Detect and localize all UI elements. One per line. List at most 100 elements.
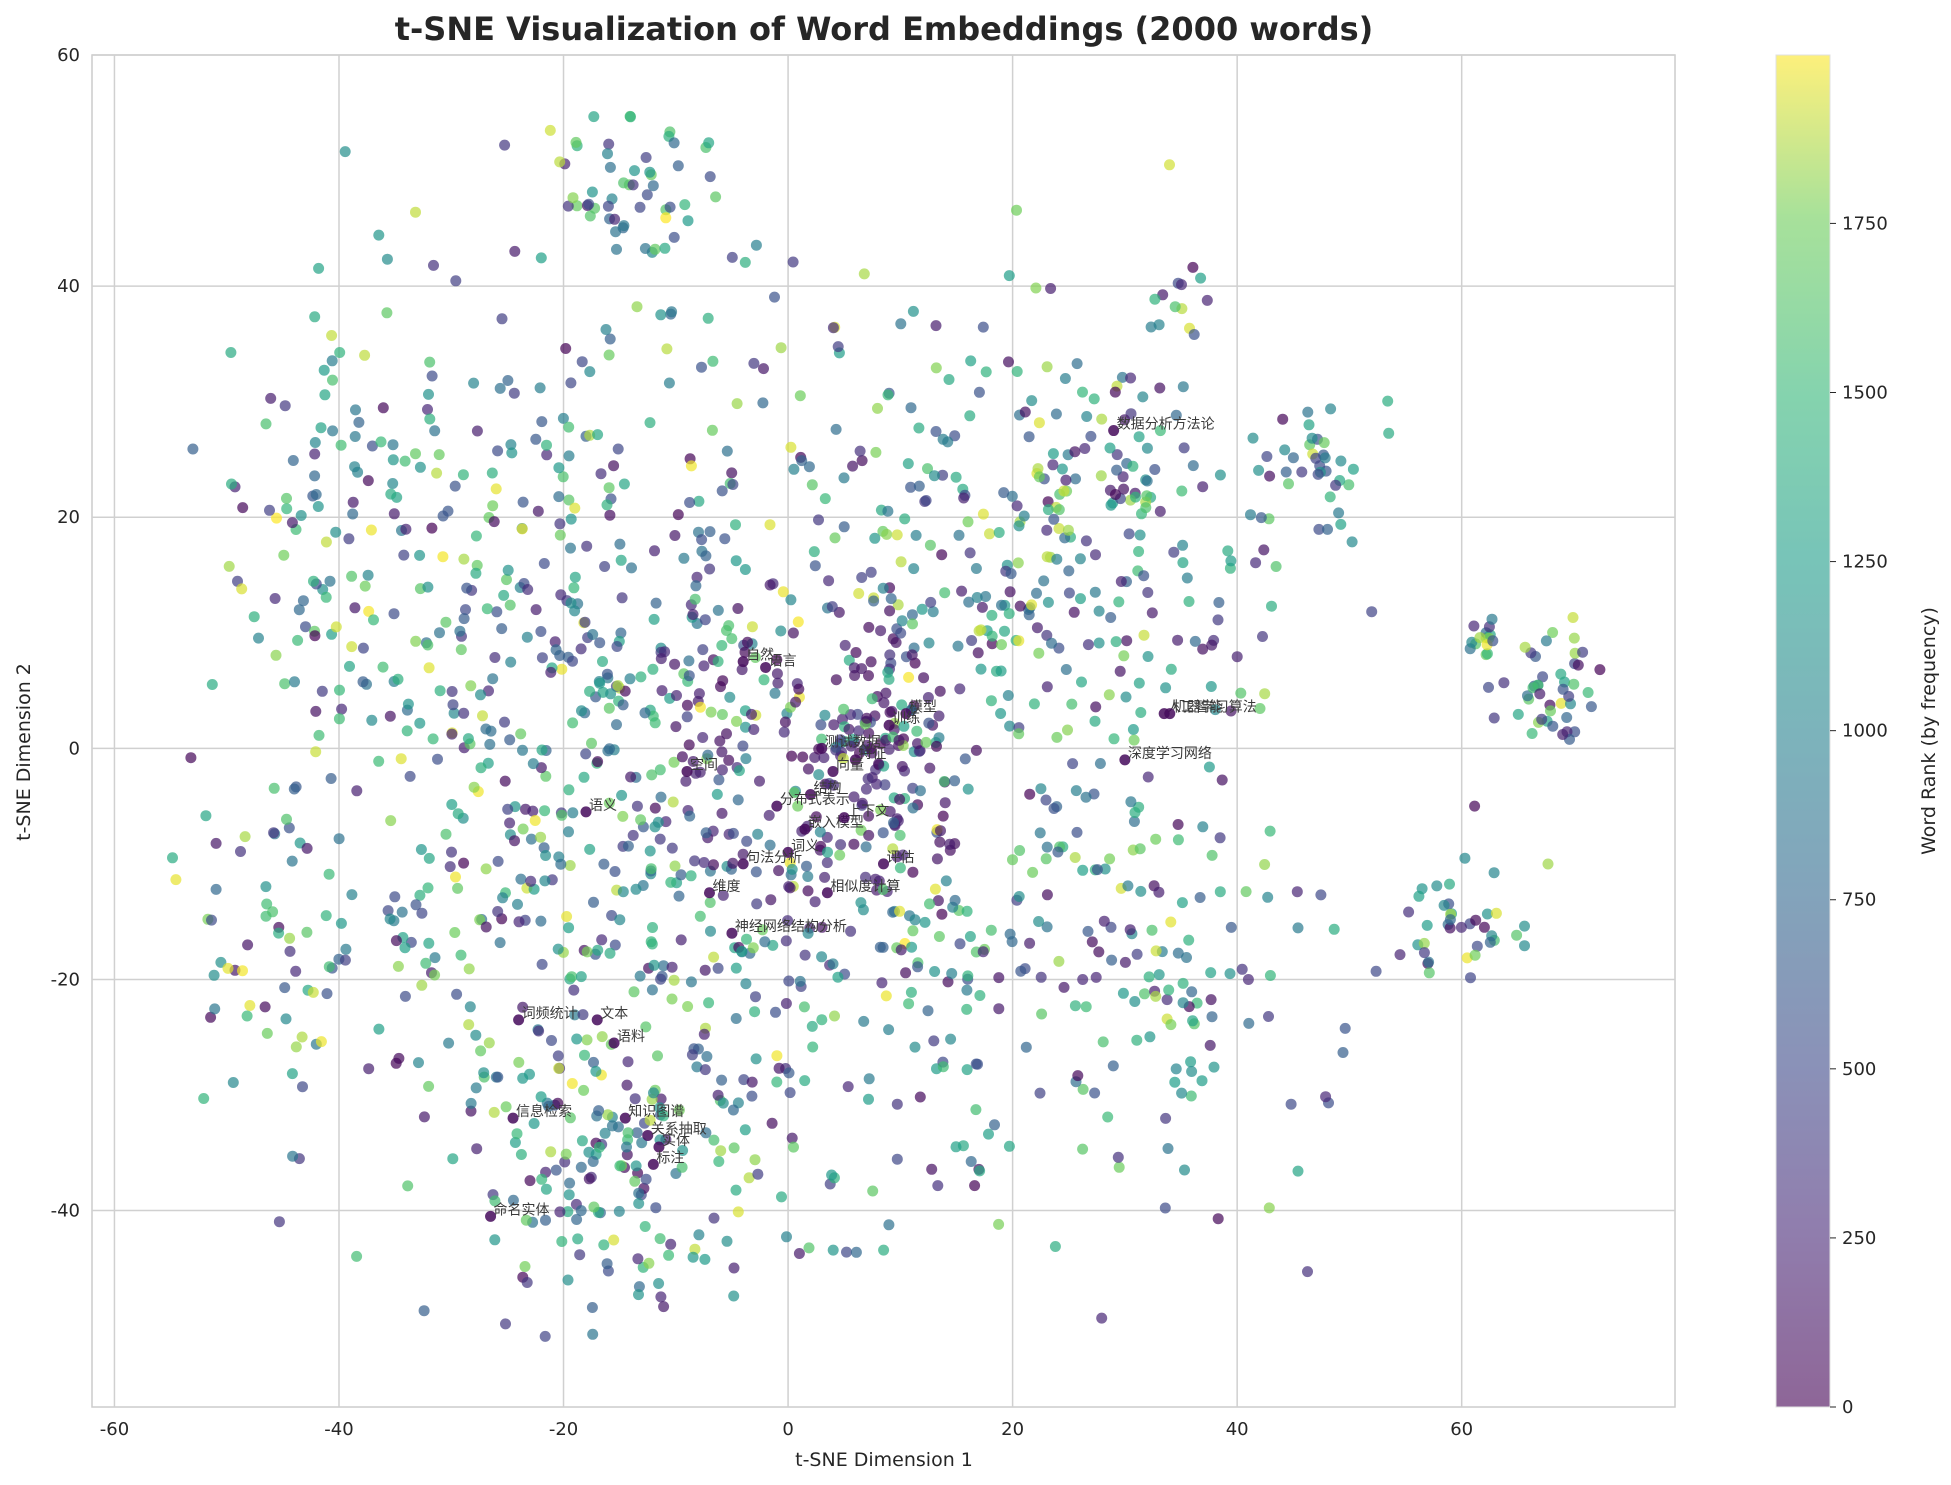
data-point — [1172, 634, 1184, 646]
data-point — [797, 751, 809, 763]
data-point — [847, 460, 859, 472]
data-point — [888, 817, 899, 829]
data-point — [980, 591, 992, 602]
grid — [91, 54, 1676, 1408]
data-point — [1040, 853, 1052, 865]
data-point — [1423, 967, 1435, 979]
data-point — [1444, 914, 1456, 926]
data-point — [261, 898, 273, 910]
data-point — [535, 626, 547, 637]
data-point — [984, 528, 995, 540]
data-point — [952, 640, 964, 652]
data-point — [1137, 391, 1149, 403]
data-point — [1014, 845, 1026, 856]
data-point — [796, 455, 808, 467]
data-point — [334, 684, 345, 696]
data-point — [1012, 557, 1024, 569]
data-point — [1225, 705, 1237, 717]
data-point — [736, 945, 748, 957]
data-point — [1170, 1063, 1182, 1075]
data-point — [949, 894, 961, 906]
data-point — [656, 685, 668, 697]
data-point — [877, 884, 889, 896]
data-point — [563, 1189, 575, 1201]
data-point — [1172, 947, 1184, 959]
data-point — [786, 1132, 798, 1144]
data-point — [532, 505, 544, 517]
data-point — [882, 666, 894, 678]
data-point — [561, 911, 573, 922]
data-point — [608, 1234, 620, 1246]
data-point — [516, 523, 528, 535]
data-point — [788, 463, 800, 475]
data-point — [471, 1143, 483, 1155]
annotated-point — [1164, 708, 1176, 720]
data-point — [1519, 920, 1530, 932]
data-point — [1111, 449, 1123, 461]
data-point — [801, 860, 812, 872]
data-point — [691, 571, 703, 583]
data-point — [502, 803, 514, 815]
data-point — [826, 1169, 838, 1181]
data-point — [553, 462, 565, 474]
data-point — [624, 673, 636, 685]
y-axis-label: t-SNE Dimension 2 — [13, 663, 35, 841]
data-point — [604, 333, 616, 345]
data-point — [654, 1233, 666, 1245]
data-point — [1259, 688, 1271, 700]
data-point — [775, 625, 787, 637]
data-point — [545, 1146, 557, 1158]
data-point — [470, 567, 482, 579]
data-point — [1033, 916, 1045, 927]
data-point — [970, 563, 982, 574]
data-point — [1283, 478, 1294, 490]
data-point — [606, 1120, 618, 1132]
data-point — [515, 1149, 527, 1160]
data-point — [1197, 643, 1209, 655]
data-point — [1277, 413, 1289, 425]
data-point — [1212, 614, 1224, 626]
data-point — [655, 653, 667, 665]
data-point — [385, 488, 397, 500]
data-point — [297, 595, 309, 607]
data-point — [1133, 546, 1145, 557]
data-point — [450, 275, 462, 287]
data-point — [527, 758, 539, 770]
data-point — [937, 810, 949, 822]
data-point — [530, 433, 542, 445]
data-point — [708, 951, 720, 963]
data-point — [1187, 261, 1199, 273]
data-point — [726, 251, 738, 263]
data-point — [603, 138, 615, 150]
data-point — [930, 426, 942, 437]
data-point — [1146, 924, 1158, 936]
data-point — [819, 778, 831, 790]
data-point — [501, 574, 512, 586]
data-point — [301, 842, 313, 854]
data-point — [719, 533, 731, 545]
data-point — [670, 721, 682, 733]
data-point — [1164, 159, 1175, 171]
data-point — [373, 1023, 385, 1035]
data-point — [540, 850, 552, 861]
data-point — [890, 637, 902, 648]
data-point — [682, 1001, 694, 1012]
data-point — [1141, 475, 1153, 487]
data-point — [1319, 452, 1331, 464]
data-point — [336, 703, 348, 715]
data-point — [751, 898, 763, 910]
data-point — [330, 621, 342, 633]
data-point — [878, 1244, 890, 1256]
data-point — [399, 942, 411, 954]
data-point — [268, 827, 280, 839]
data-point — [666, 306, 678, 318]
data-point — [900, 967, 912, 979]
data-point — [1002, 690, 1014, 701]
data-point — [705, 706, 717, 718]
data-point — [666, 842, 678, 854]
data-point — [555, 858, 567, 870]
y-tick-label: 20 — [57, 507, 80, 528]
data-point — [1469, 800, 1481, 812]
data-point — [293, 604, 305, 616]
x-axis-ticks: -60 -40 -20 0 20 40 60 — [100, 1419, 1473, 1440]
